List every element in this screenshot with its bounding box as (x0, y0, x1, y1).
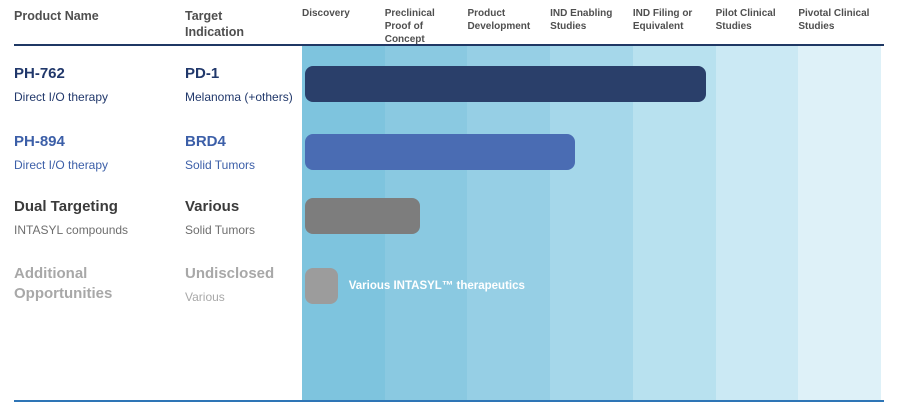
header-target-indication: Target Indication (185, 9, 245, 40)
bar-annotation-various-intasyl: Various INTASYL™ therapeutics (348, 280, 525, 292)
product-subtitle: INTASYL compounds (14, 222, 129, 237)
pipeline-bar-ph762 (305, 66, 707, 102)
stage-column-pivotal-clinical (798, 46, 882, 400)
pipeline-bar-row-ph894 (305, 134, 878, 170)
chart-area: Various INTASYL™ therapeutics (302, 46, 882, 400)
target-subtitle: Solid Tumors (185, 222, 256, 237)
target-cell: BRD4 Solid Tumors (185, 132, 299, 172)
target-name: BRD4 (185, 133, 226, 150)
row-labels: PH-762 Direct I/O therapy PD-1 Melanoma … (0, 0, 302, 407)
stage-header-ind-filing: IND Filing or Equivalent (632, 8, 693, 33)
stage-header-row: Discovery Preclinical Proof of Concept P… (302, 7, 881, 47)
target-name: Undisclosed (185, 265, 275, 282)
stage-header-pilot-clinical: Pilot Clinical Studies (715, 8, 776, 33)
product-subtitle: Direct I/O therapy (14, 157, 109, 172)
product-cell: PH-894 Direct I/O therapy (14, 132, 169, 172)
stage-column-product-development (467, 46, 551, 400)
product-name: Dual Targeting (14, 198, 118, 215)
target-subtitle: Solid Tumors (185, 157, 256, 172)
product-name: Additional Opportunities (14, 265, 113, 302)
pipeline-bar-additional (305, 268, 338, 304)
stage-header-preclinical: Preclinical Proof of Concept (384, 8, 435, 46)
product-name: PH-894 (14, 133, 65, 150)
product-cell: Dual Targeting INTASYL compounds (14, 197, 169, 237)
stage-header-product-development: Product Development (467, 8, 531, 33)
target-subtitle: Various (185, 289, 225, 304)
target-name: Various (185, 198, 240, 215)
pipeline-bar-ph894 (305, 134, 576, 170)
product-name: PH-762 (14, 65, 65, 82)
stage-header-discovery: Discovery (302, 8, 350, 19)
stage-header-ind-enabling: IND Enabling Studies (550, 8, 613, 33)
pipeline-bar-row-additional: Various INTASYL™ therapeutics (305, 268, 878, 304)
stage-column-pilot-clinical (715, 46, 799, 400)
target-cell: Various Solid Tumors (185, 197, 299, 237)
target-cell: Undisclosed Various (185, 264, 299, 304)
bottom-rule (14, 400, 884, 402)
target-name: PD-1 (185, 65, 220, 82)
stage-header-pivotal-clinical: Pivotal Clinical Studies (798, 8, 870, 33)
target-subtitle: Melanoma (+others) (185, 89, 293, 104)
pipeline-bar-dual-targeting (305, 198, 420, 234)
product-cell: Additional Opportunities (14, 264, 169, 309)
pipeline-bar-row-ph762 (305, 66, 878, 102)
target-cell: PD-1 Melanoma (+others) (185, 64, 299, 104)
top-rule (14, 44, 884, 46)
header-product-name: Product Name (14, 9, 99, 23)
stage-column-ind-enabling (550, 46, 633, 400)
stage-column-ind-filing (632, 46, 716, 400)
product-cell: PH-762 Direct I/O therapy (14, 64, 169, 104)
stage-columns (302, 46, 882, 400)
pipeline-bar-row-dual-targeting (305, 198, 878, 234)
product-subtitle: Direct I/O therapy (14, 89, 109, 104)
